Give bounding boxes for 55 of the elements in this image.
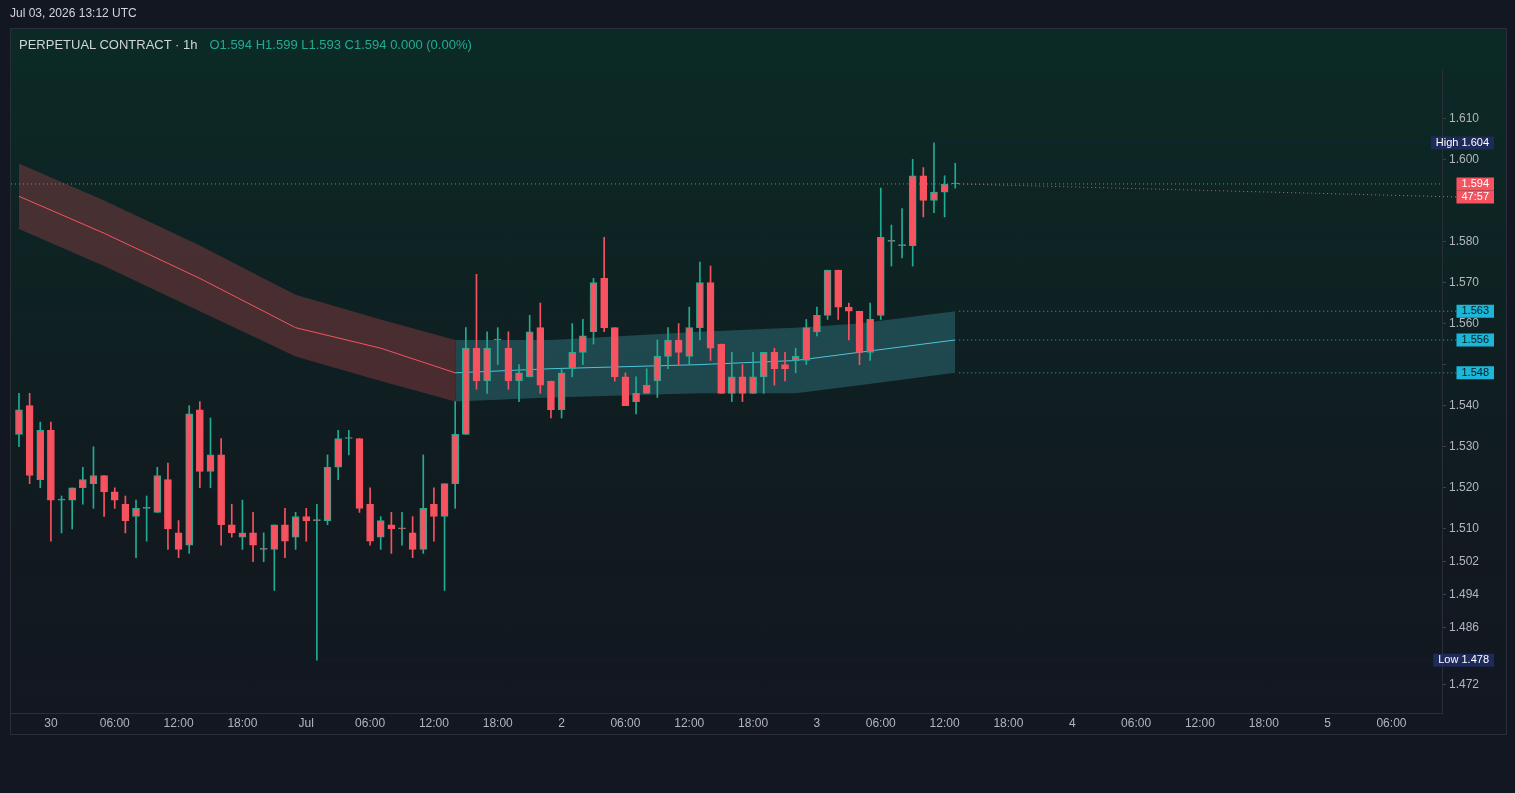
y-tick-label: 1.486 [1449, 619, 1480, 634]
y-tick-label: 1.472 [1449, 677, 1480, 692]
y-tick-label: 1.502 [1449, 554, 1480, 568]
candlestick [632, 376, 640, 415]
x-tick-label: 18:00 [227, 716, 258, 731]
x-tick-label: 5 [1324, 716, 1332, 731]
candlestick [302, 507, 311, 542]
annotation: 1.548 [1461, 365, 1489, 378]
x-tick-label: 2 [558, 716, 566, 731]
annotation: Low 1.478 [1438, 653, 1489, 666]
x-tick-label: 30 [44, 716, 58, 731]
annotation: High 1.604 [1435, 135, 1490, 148]
x-tick-label: 12:00 [929, 716, 960, 731]
x-tick-label: 18:00 [738, 716, 769, 731]
x-tick-label: 3 [813, 716, 821, 731]
candlestick [845, 302, 853, 341]
x-tick-label: 06:00 [355, 716, 386, 731]
x-tick-label: 18:00 [482, 716, 514, 731]
candlestick [493, 327, 502, 365]
x-tick-label: 4 [1068, 716, 1076, 731]
x-tick-label: 06:00 [1376, 716, 1407, 731]
annotation: 1.563 [1461, 304, 1489, 317]
y-tick-label: 1.570 [1449, 274, 1480, 289]
x-tick-label: 12:00 [163, 716, 194, 731]
x-tick-label: 12:00 [418, 716, 450, 731]
x-tick-label: 06:00 [1121, 716, 1152, 731]
chart-title: PERPETUAL CONTRACT · 1h [19, 37, 198, 52]
ref-line-label: 1.594 [1461, 176, 1489, 189]
y-tick-label: 1.610 [1449, 110, 1480, 125]
y-tick-label: 1.580 [1449, 233, 1480, 248]
y-tick-label: 1.560 [1449, 315, 1480, 330]
y-tick-label: 1.510 [1449, 521, 1480, 536]
annotation: 1.556 [1461, 333, 1489, 346]
text: O1.594 H1.599 L1.593 C1.594 0.000 (0.00%) [209, 37, 472, 52]
x-tick-label: 06:00 [99, 716, 131, 731]
text: Jul 03, 2026 13:12 UTC [10, 6, 137, 20]
y-tick-label: 1.600 [1449, 151, 1480, 166]
x-tick-label: 12:00 [1184, 716, 1216, 731]
candlestick [78, 466, 87, 505]
x-tick-label: 18:00 [993, 716, 1024, 731]
x-tick-label: 06:00 [610, 716, 641, 731]
x-tick-label: 18:00 [1248, 716, 1280, 731]
candlestick [430, 487, 438, 542]
annotation: 47:57 [1461, 189, 1489, 202]
x-tick-label: 12:00 [674, 716, 705, 731]
candlestick [398, 512, 406, 546]
candlestick [515, 364, 523, 402]
y-tick-label: 1.520 [1449, 480, 1480, 495]
y-tick-label: 1.540 [1449, 397, 1480, 412]
candlestick [132, 499, 140, 558]
candlestick [781, 351, 789, 382]
x-tick-label: Jul [298, 716, 314, 731]
y-tick-label: 1.530 [1449, 439, 1480, 454]
y-tick-label: 1.494 [1449, 586, 1480, 601]
x-tick-label: 06:00 [865, 716, 897, 731]
